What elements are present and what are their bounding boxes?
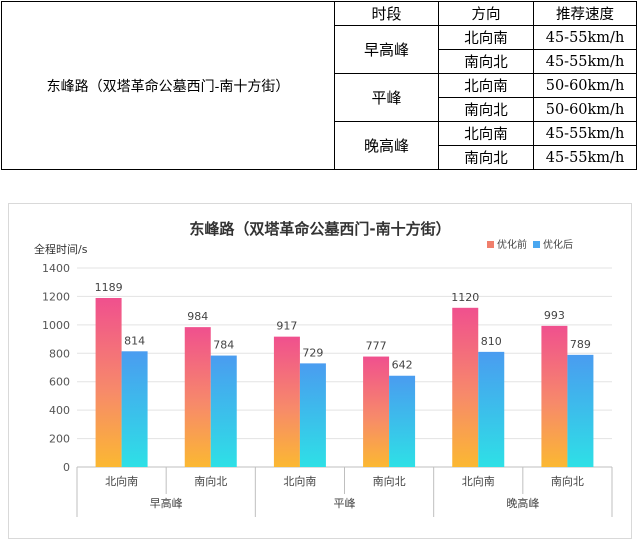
speed-cell: 50-60km/h bbox=[533, 97, 637, 122]
legend-label-before: 优化前 bbox=[497, 238, 527, 251]
direction-cell: 南向北 bbox=[438, 145, 534, 170]
data-label: 784 bbox=[213, 339, 234, 352]
legend-label-after: 优化后 bbox=[543, 238, 573, 251]
y-tick-label: 600 bbox=[49, 376, 70, 389]
data-label: 1189 bbox=[95, 281, 123, 294]
x-tick-label: 北向南 bbox=[105, 474, 138, 488]
data-label: 993 bbox=[544, 309, 565, 322]
table-row: 早高峰 北向南 45-55km/h bbox=[2, 25, 637, 74]
bar-after bbox=[210, 355, 237, 467]
data-label: 810 bbox=[481, 335, 502, 348]
speed-cell: 45-55km/h bbox=[533, 145, 637, 170]
chart-container: 东峰路（双塔革命公墓西门-南十方街） 全程时间/s 优化前 优化后 0 200 40… bbox=[8, 203, 632, 539]
period-cell: 平峰 bbox=[334, 73, 439, 122]
bar-chart: 东峰路（双塔革命公墓西门-南十方街） 全程时间/s 优化前 优化后 0 200 40… bbox=[34, 220, 613, 517]
data-label: 777 bbox=[366, 340, 387, 353]
table-row: 平峰 北向南 50-60km/h bbox=[2, 73, 637, 122]
bar-after bbox=[299, 363, 326, 467]
table-row: 晚高峰 北向南 45-55km/h bbox=[2, 121, 637, 170]
speed-cell: 50-60km/h bbox=[533, 73, 637, 98]
x-tick-label: 南向北 bbox=[194, 474, 227, 488]
bar-before bbox=[273, 336, 300, 467]
table-row: 南向北 45-55km/h bbox=[2, 145, 637, 170]
y-tick-label: 0 bbox=[63, 461, 70, 474]
direction-cell: 北向南 bbox=[438, 73, 534, 98]
y-tick-label: 1200 bbox=[42, 290, 70, 303]
bar-before bbox=[95, 297, 122, 467]
speed-cell: 45-55km/h bbox=[533, 49, 637, 74]
y-tick-label: 400 bbox=[49, 404, 70, 417]
legend-swatch-after bbox=[533, 241, 540, 248]
x-tick-label: 南向北 bbox=[551, 474, 584, 488]
speed-table: 东峰路（双塔革命公墓西门-南十方街） 时段 方向 推荐速度 早高峰 北向南 45-55km/… bbox=[1, 1, 637, 170]
x-tick-label: 北向南 bbox=[462, 474, 495, 488]
group-label: 晚高峰 bbox=[506, 496, 539, 510]
header-direction: 方向 bbox=[438, 1, 534, 26]
legend-swatch-before bbox=[487, 241, 494, 248]
y-tick-label: 200 bbox=[49, 433, 70, 446]
data-label: 917 bbox=[276, 320, 297, 333]
group-label: 早高峰 bbox=[150, 496, 183, 510]
y-axis-label: 全程时间/s bbox=[34, 242, 88, 256]
data-label: 814 bbox=[124, 334, 145, 347]
bar-before bbox=[452, 307, 479, 467]
chart-title: 东峰路（双塔革命公墓西门-南十方街） bbox=[189, 220, 450, 238]
header-period: 时段 bbox=[334, 1, 439, 26]
group-label: 平峰 bbox=[334, 497, 356, 510]
bar-after bbox=[121, 351, 148, 467]
data-label: 984 bbox=[187, 310, 208, 323]
period-cell: 晚高峰 bbox=[334, 121, 439, 170]
data-label: 642 bbox=[392, 359, 413, 372]
speed-cell: 45-55km/h bbox=[533, 121, 637, 146]
direction-cell: 北向南 bbox=[438, 25, 534, 50]
direction-cell: 南向北 bbox=[438, 49, 534, 74]
bar-after bbox=[567, 354, 594, 467]
bar-after bbox=[478, 351, 505, 467]
bar-before bbox=[541, 325, 568, 467]
y-tick-label: 800 bbox=[49, 347, 70, 360]
x-tick-label: 南向北 bbox=[373, 474, 406, 488]
y-tick-label: 1000 bbox=[42, 319, 70, 332]
direction-cell: 南向北 bbox=[438, 97, 534, 122]
bar-after bbox=[389, 375, 416, 467]
y-tick-label: 1400 bbox=[42, 262, 70, 275]
bar-before bbox=[363, 356, 390, 467]
data-label: 729 bbox=[302, 346, 323, 359]
period-cell: 早高峰 bbox=[334, 25, 439, 74]
speed-cell: 45-55km/h bbox=[533, 25, 637, 50]
x-tick-label: 北向南 bbox=[283, 474, 316, 488]
header-speed: 推荐速度 bbox=[533, 1, 637, 26]
data-label: 1120 bbox=[451, 291, 479, 304]
bar-before bbox=[184, 327, 211, 467]
table-row: 南向北 50-60km/h bbox=[2, 97, 637, 122]
table-row: 南向北 45-55km/h bbox=[2, 49, 637, 74]
road-name-cell: 东峰路（双塔革命公墓西门-南十方街） bbox=[1, 1, 335, 170]
direction-cell: 北向南 bbox=[438, 121, 534, 146]
table-header-row: 东峰路（双塔革命公墓西门-南十方街） 时段 方向 推荐速度 bbox=[1, 1, 637, 170]
data-label: 789 bbox=[570, 338, 591, 351]
